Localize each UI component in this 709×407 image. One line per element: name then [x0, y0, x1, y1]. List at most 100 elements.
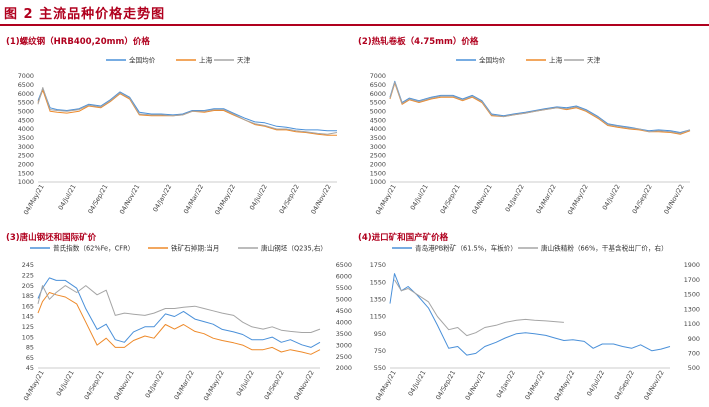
y2-tick-label: 4500 [336, 307, 352, 315]
y-tick-label: 3500 [370, 134, 386, 142]
legend-label: 青岛港PB粉矿（61.5%，车板价） [415, 243, 517, 252]
y-tick-label: 1500 [18, 169, 34, 177]
y-tick-label: 1350 [370, 296, 386, 304]
y-tick-label: 7000 [18, 72, 34, 80]
y-tick-label: 6500 [18, 81, 34, 89]
y-tick-label: 1150 [370, 313, 386, 321]
y2-tick-label: 1900 [684, 261, 700, 269]
x-tick-label: 04/Mar/22 [172, 369, 195, 401]
x-tick-label: 04/Nov/21 [118, 183, 141, 216]
legend-label: 铁矿石掉期:当月 [171, 243, 219, 252]
x-tick-label: 04/May/21 [22, 369, 46, 402]
legend-label: 天津 [587, 56, 601, 64]
y-tick-label: 185 [22, 292, 34, 300]
x-tick-label: 04/Nov/22 [642, 369, 665, 402]
y2-tick-label: 6000 [336, 273, 352, 281]
x-tick-label: 04/Jul/21 [409, 183, 430, 211]
x-tick-label: 04/Sep/21 [434, 369, 457, 401]
x-tick-label: 04/Sep/21 [82, 369, 105, 401]
x-tick-label: 04/May/22 [202, 369, 226, 402]
x-tick-label: 04/Jan/22 [151, 183, 173, 213]
x-tick-label: 04/Sep/21 [438, 183, 461, 215]
y-tick-label: 125 [22, 323, 34, 331]
x-tick-label: 04/Mar/22 [523, 369, 546, 401]
y-tick-label: 2500 [370, 152, 386, 160]
y-tick-label: 205 [22, 282, 34, 290]
y-tick-label: 3500 [18, 134, 34, 142]
legend-label: 唐山铁精粉（66%，干基含税出厂价，右） [541, 243, 668, 252]
chart-panel-1: 7000650060005500500045004000350030002500… [18, 55, 338, 216]
series-line-2 [394, 279, 564, 337]
x-tick-label: 04/May/21 [22, 183, 46, 216]
y-tick-label: 5000 [370, 108, 386, 116]
x-tick-label: 04/Jul/22 [235, 369, 256, 397]
y2-tick-label: 1300 [684, 305, 700, 313]
y-tick-label: 6000 [18, 90, 34, 98]
x-tick-label: 04/Nov/22 [292, 369, 315, 402]
panel-4-title: (4)进口矿和国产矿价格 [358, 233, 449, 243]
y-tick-label: 950 [374, 330, 386, 338]
legend-label: 全国均价 [479, 55, 506, 64]
x-tick-label: 04/Nov/21 [112, 369, 135, 402]
y-tick-label: 5000 [18, 108, 34, 116]
y-tick-label: 45 [26, 364, 34, 372]
y-tick-label: 5500 [370, 99, 386, 107]
legend-label: 唐山钢坯（Q235,右） [261, 243, 327, 252]
y-tick-label: 2000 [18, 161, 34, 169]
series-line-1 [389, 80, 691, 133]
y-tick-label: 4000 [370, 125, 386, 133]
figure-title-bar: 图 2 主流品种价格走势图 [0, 0, 709, 26]
x-tick-label: 04/Nov/21 [470, 183, 493, 216]
series-line-1 [389, 273, 671, 356]
y-tick-label: 65 [26, 354, 34, 362]
y2-tick-label: 700 [688, 349, 700, 357]
x-tick-label: 04/Jul/21 [406, 369, 427, 397]
chart-panel-4: 1750 1550 1350 1150 950 750 550 1900 1700 1500 130… [370, 243, 700, 402]
x-tick-label: 04/Jul/21 [55, 369, 76, 397]
series-line-2 [389, 82, 691, 135]
x-tick-label: 04/Jan/22 [144, 369, 166, 399]
y-tick-label: 1000 [370, 178, 386, 186]
x-tick-label: 04/May/21 [374, 183, 398, 216]
x-tick-label: 04/May/22 [213, 183, 237, 216]
panel-2-title: (2)热轧卷板（4.75mm）价格 [358, 37, 479, 47]
y-tick-label: 4500 [370, 116, 386, 124]
series-line-2 [37, 292, 321, 355]
panel-3-title: (3)唐山钢坯和国际矿价 [6, 233, 97, 243]
y-tick-label: 1750 [370, 261, 386, 269]
y2-tick-label: 3000 [336, 341, 352, 349]
series-line-1 [37, 277, 321, 348]
y2-tick-label: 6500 [336, 261, 352, 269]
y2-tick-label: 2000 [336, 364, 352, 372]
y2-tick-label: 1700 [684, 276, 700, 284]
y-tick-label: 3000 [370, 143, 386, 151]
y-tick-label: 5500 [18, 99, 34, 107]
y-tick-label: 1500 [370, 169, 386, 177]
y-tick-label: 105 [22, 333, 34, 341]
y-tick-label: 85 [26, 344, 34, 352]
chart-panel-3: 245 225 205 185 165 145 125 105 85 65 45 6500 6000 55… [22, 243, 352, 402]
x-tick-label: 04/Sep/22 [278, 183, 301, 215]
panel-1-title: (1)螺纹钢（HRB400,20mm）价格 [6, 37, 150, 47]
y-tick-label: 1550 [370, 278, 386, 286]
y-tick-label: 245 [22, 261, 34, 269]
x-tick-label: 04/Jul/21 [57, 183, 78, 211]
y-tick-label: 225 [22, 272, 34, 280]
x-tick-label: 04/May/22 [566, 183, 590, 216]
y2-tick-label: 2500 [336, 353, 352, 361]
y2-tick-label: 5000 [336, 296, 352, 304]
legend-label: 普氏指数（62%Fe，CFR） [53, 243, 134, 252]
y-tick-label: 6500 [370, 81, 386, 89]
legend-label: 上海 [549, 55, 563, 64]
x-tick-label: 04/Mar/22 [182, 183, 205, 215]
series-line-3 [389, 81, 691, 134]
y2-tick-label: 3500 [336, 330, 352, 338]
x-tick-label: 04/Sep/21 [86, 183, 109, 215]
x-tick-label: 04/May/22 [553, 369, 577, 402]
y-tick-label: 7000 [370, 72, 386, 80]
y-tick-label: 2500 [18, 152, 34, 160]
series-line-1 [37, 87, 337, 132]
y-tick-label: 1000 [18, 178, 34, 186]
figure-title: 图 2 主流品种价格走势图 [4, 7, 166, 22]
